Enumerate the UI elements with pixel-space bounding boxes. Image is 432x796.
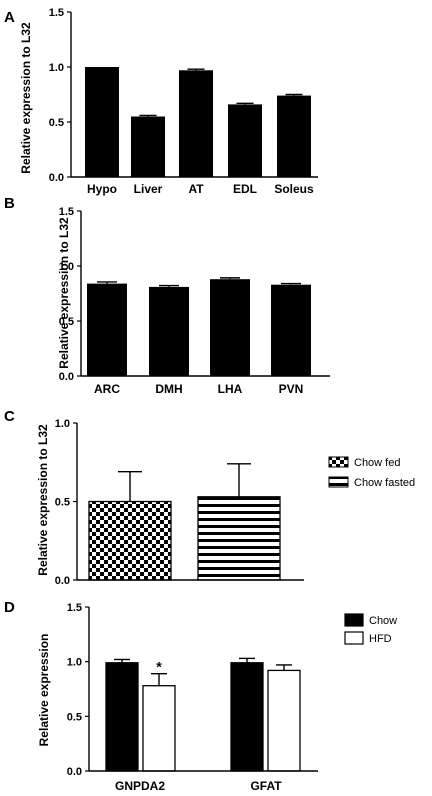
panel-a-ylabel-group: Relative expression to L32: [19, 22, 33, 174]
panel-d-y-tick-label: 0.0: [67, 766, 82, 778]
panel-b-category-label: LHA: [218, 382, 243, 396]
panel-a-bar: [277, 95, 311, 177]
panel-a-category-label: Liver: [134, 182, 163, 196]
panel-b-y-tick-label: 1.0: [59, 261, 74, 273]
legend-label-chow: Chow: [369, 615, 397, 627]
panel-c-bar: [88, 500, 172, 581]
legend-swatch-chow-fasted: [328, 476, 349, 488]
panel-b-bar: [271, 284, 311, 376]
panel-label-b: B: [4, 195, 15, 212]
panel-a-y-tick-label: 0.0: [49, 172, 64, 184]
panel-b-category-label: PVN: [279, 382, 304, 396]
panel-d-category-label: GFAT: [250, 779, 282, 793]
legend-label-hfd: HFD: [369, 633, 392, 645]
panel-d-bar: [230, 662, 264, 772]
panel-b-category-label: ARC: [94, 382, 120, 396]
panel-d-legend: Chow HFD: [344, 613, 397, 645]
panel-d-y-tick-label: 1.0: [67, 657, 82, 669]
panel-a-y-tick-label: 0.5: [49, 117, 64, 129]
panel-c-y-tick-label: 0.0: [55, 575, 70, 587]
panel-b-y-tick-label: 1.5: [59, 206, 74, 218]
panel-d-ylabel: Relative expression: [37, 634, 51, 747]
panel-a-y-tick-label: 1.5: [49, 7, 64, 19]
panel-label-c: C: [4, 408, 15, 425]
panel-b-y-tick-label: 0.0: [59, 371, 74, 383]
panel-b-y-tick-label: 0.5: [59, 316, 74, 328]
panel-d-bar: [267, 669, 301, 772]
panel-a-category-label: Soleus: [274, 182, 314, 196]
panel-a-bar: [179, 70, 213, 177]
panel-a-category-label: Hypo: [87, 182, 117, 196]
panel-b-ylabel-group: Relative expression to L32: [57, 217, 71, 369]
panel-b-ylabel: Relative expression to L32: [57, 217, 71, 369]
panel-c-legend: Chow fed Chow fasted: [328, 456, 415, 489]
panel-a-ylabel: Relative expression to L32: [19, 22, 33, 174]
panel-d-y-tick-label: 0.5: [67, 711, 82, 723]
panel-b-category-label: DMH: [155, 382, 182, 396]
panel-a-bar: [131, 116, 165, 177]
panel-b-bar: [87, 283, 127, 376]
panel-c-ylabel: Relative expression to L32: [36, 424, 50, 576]
panel-a-bar: [85, 67, 119, 177]
panel-b-bar: [149, 286, 189, 376]
panel-c-y-tick-label: 1.0: [55, 418, 70, 430]
panel-d-y-tick-label: 1.5: [67, 602, 82, 614]
panel-d-category-label: GNPDA2: [115, 779, 165, 793]
panel-c-y-tick-label: 0.5: [55, 497, 70, 509]
panel-c-bar: [197, 496, 281, 581]
panel-a-y-tick-label: 1.0: [49, 62, 64, 74]
legend-label-chow-fed: Chow fed: [354, 457, 400, 469]
legend-swatch-chow: [344, 613, 364, 627]
panel-a-category-label: AT: [188, 182, 204, 196]
legend-label-chow-fasted: Chow fasted: [354, 477, 415, 489]
panel-b-bar: [210, 279, 250, 376]
panel-d-significance-marker: *: [156, 659, 162, 675]
legend-swatch-hfd: [344, 631, 364, 645]
panel-d-bar: [105, 662, 139, 772]
panel-c-ylabel-group: Relative expression to L32: [36, 424, 50, 576]
panel-d-bar: [142, 685, 176, 772]
legend-swatch-chow-fed: [328, 456, 349, 468]
panel-label-a: A: [4, 9, 15, 26]
panel-a-category-label: EDL: [233, 182, 257, 196]
plot-area: Hypo Liver AT EDL Soleus 0.0 0.5 1.0 1.5 ARC DMH LH…: [49, 7, 330, 793]
panel-d-ylabel-group: Relative expression: [37, 634, 51, 747]
panel-label-d: D: [4, 599, 15, 616]
panel-a-bar: [228, 104, 262, 177]
